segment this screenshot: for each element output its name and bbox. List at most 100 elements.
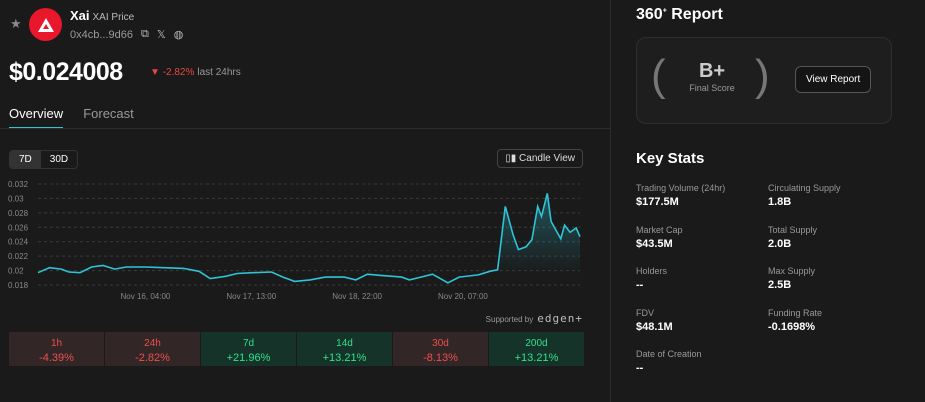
performance-cell-30d: 30d -8.13%	[393, 332, 488, 366]
globe-icon[interactable]: ◍	[173, 29, 184, 41]
down-arrow-icon: ▼	[150, 67, 160, 78]
performance-value: +13.21%	[322, 352, 367, 364]
range-7d[interactable]: 7D	[10, 151, 41, 168]
key-stats-title: Key Stats	[636, 150, 705, 167]
stat-label: Holders	[636, 266, 668, 276]
token-symbol: XAI Price	[92, 12, 135, 23]
copy-icon[interactable]: ⧉	[141, 28, 149, 40]
x-tick-label: Nov 16, 04:00	[121, 292, 171, 300]
supported-by: Supported by edgen+	[486, 312, 583, 325]
y-tick-label: 0.028	[8, 209, 29, 218]
stat-item: Market Cap $43.5M	[636, 225, 766, 250]
y-tick-label: 0.02	[8, 267, 24, 276]
performance-cell-200d: 200d +13.21%	[489, 332, 584, 366]
performance-period: 7d	[242, 338, 255, 349]
performance-cell-1h: 1h -4.39%	[9, 332, 104, 366]
price-change-value: -2.82%	[162, 67, 195, 78]
y-tick-label: 0.032	[8, 180, 29, 189]
price-change: ▼ -2.82% last 24hrs	[150, 67, 241, 78]
stat-label: FDV	[636, 307, 654, 318]
performance-period: 30d	[432, 338, 449, 349]
stat-item: FDV $48.1M	[636, 308, 766, 333]
stat-value: -0.1698%	[768, 320, 816, 333]
price-area	[497, 193, 580, 275]
performance-value: -4.39%	[39, 352, 74, 364]
report-title-suffix: Report	[671, 6, 723, 23]
performance-cell-14d: 14d +13.21%	[297, 332, 392, 366]
performance-strip: 1h -4.39% 24h -2.82% 7d +21.96% 14d +13.21% 30d -…	[9, 332, 584, 366]
stat-label: Date of Creation	[636, 349, 702, 359]
report-title-sup: +	[662, 7, 667, 15]
token-name: Xai XAI Price	[70, 8, 134, 23]
x-tick-label: Nov 17, 13:00	[226, 292, 276, 300]
range-toggle: 7D 30D	[9, 150, 79, 169]
stat-value: 1.8B	[768, 196, 792, 208]
token-price: $0.024008	[9, 58, 123, 86]
candle-view-button[interactable]: ▯▮ Candle View	[497, 149, 583, 168]
stat-item: Funding Rate -0.1698%	[768, 308, 898, 333]
token-name-text: Xai	[70, 8, 90, 23]
performance-value: +13.21%	[514, 352, 559, 364]
range-30d[interactable]: 30D	[49, 154, 69, 165]
edgen-logo: edgen+	[537, 312, 583, 325]
price-line	[37, 193, 581, 284]
performance-value: -2.82%	[135, 352, 170, 364]
laurel-right-icon: )	[755, 51, 770, 100]
price-change-label: last 24hrs	[197, 67, 241, 78]
token-panel: ★ Xai XAI Price 0x4cb...9d66 ⧉ 𝕏 ◍ $0.024…	[0, 8, 610, 366]
x-tick-label: Nov 18, 22:00	[332, 292, 382, 300]
candle-view-label: Candle View	[519, 153, 575, 164]
panel-divider	[610, 0, 611, 402]
stat-item: Holders --	[636, 266, 766, 291]
performance-period: 1h	[50, 338, 63, 349]
performance-cell-7d: 7d +21.96%	[201, 332, 296, 366]
laurel-left-icon: (	[651, 51, 666, 100]
stat-value: 2.5B	[768, 279, 792, 291]
stat-label: Trading Volume (24hr)	[636, 183, 726, 193]
report-title-number: 360	[636, 6, 663, 23]
y-tick-label: 0.024	[8, 238, 29, 247]
performance-value: +21.96%	[226, 352, 271, 364]
x-twitter-icon[interactable]: 𝕏	[156, 29, 166, 41]
performance-cell-24h: 24h -2.82%	[105, 332, 200, 366]
tabs: Overview Forecast	[9, 106, 134, 129]
stat-label: Market Cap	[636, 224, 683, 235]
stat-value: 2.0B	[768, 237, 792, 250]
contract-address: 0x4cb...9d66	[70, 28, 133, 41]
stat-label: Total Supply	[768, 224, 818, 235]
stat-value: $48.1M	[636, 320, 673, 333]
performance-value: -8.13%	[423, 352, 458, 364]
y-tick-label: 0.026	[8, 223, 29, 232]
y-tick-label: 0.03	[8, 194, 24, 203]
performance-period: 14d	[336, 338, 353, 349]
stat-label: Max Supply	[768, 266, 816, 276]
tab-divider	[0, 128, 610, 129]
view-report-button[interactable]: View Report	[795, 66, 872, 93]
token-logo	[29, 8, 62, 41]
stat-value: $177.5M	[636, 196, 679, 208]
x-tick-label: Nov 20, 07:00	[438, 292, 488, 300]
performance-period: 200d	[525, 338, 548, 349]
stat-label: Funding Rate	[768, 307, 823, 318]
tab-overview[interactable]: Overview	[9, 106, 64, 129]
report-card: ( ) B+ Final Score View Report	[636, 37, 892, 124]
performance-period: 24h	[144, 338, 161, 349]
grade-value: B+	[698, 60, 726, 82]
stat-label: Circulating Supply	[768, 183, 841, 193]
y-tick-label: 0.018	[8, 281, 29, 290]
stat-item: Trading Volume (24hr) $177.5M	[636, 183, 766, 208]
tab-forecast[interactable]: Forecast	[83, 106, 134, 121]
stat-item: Date of Creation --	[636, 349, 766, 374]
grade-label: Final Score	[689, 83, 735, 93]
stat-item: Max Supply 2.5B	[768, 266, 898, 291]
report-title: 360+ Report	[636, 6, 723, 24]
supported-label: Supported by	[485, 315, 534, 324]
y-tick-label: 0.022	[8, 252, 29, 261]
stat-item: Total Supply 2.0B	[768, 225, 898, 250]
candlestick-icon: ▯▮	[505, 153, 517, 164]
address-row: 0x4cb...9d66 ⧉ 𝕏 ◍	[70, 28, 183, 41]
favorite-star-icon[interactable]: ★	[10, 16, 22, 31]
price-chart[interactable]: 0.032 0.03 0.028 0.026 0.024 0.022 0.02 0.018 No…	[0, 175, 600, 300]
stat-value: $43.5M	[636, 237, 673, 250]
stat-item: Circulating Supply 1.8B	[768, 183, 898, 208]
